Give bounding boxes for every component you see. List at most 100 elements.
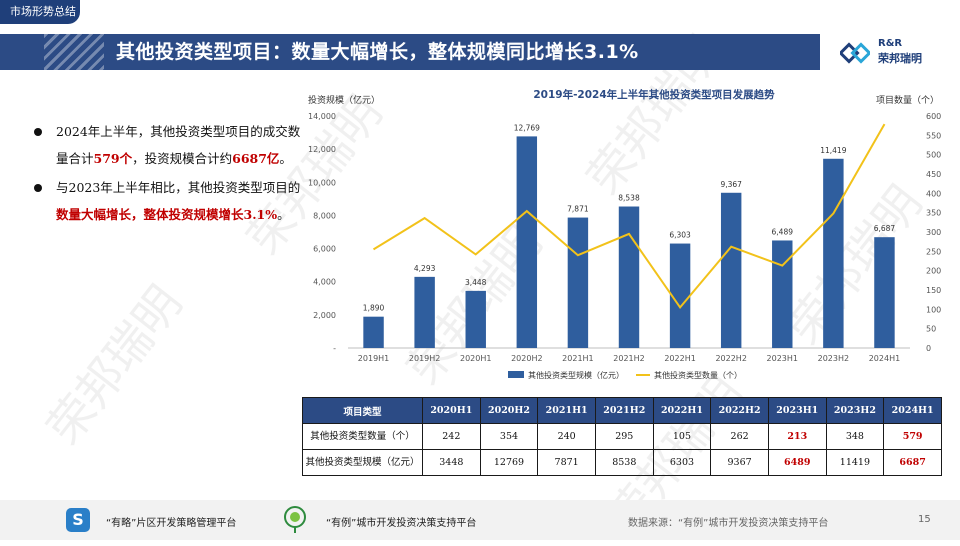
table-cell: 295: [594, 423, 654, 450]
bar-value-label: 11,419: [820, 146, 846, 155]
table-cell: 6687: [883, 449, 942, 476]
x-tick-label: 2022H2: [715, 354, 746, 363]
footer-bar: [0, 500, 960, 540]
table-cell: 105: [652, 423, 712, 450]
x-tick-label: 2020H1: [460, 354, 491, 363]
data-source: 数据来源：“有例”城市开发投资决策支持平台: [628, 518, 829, 529]
summary-bullets: 2024年上半年，其他投资类型项目的成交数量合计579个，投资规模合计约6687…: [34, 118, 304, 230]
table-column-header: 2024H1: [883, 397, 942, 424]
bar-value-label: 8,538: [618, 194, 640, 203]
y-axis-left-label: 投资规模（亿元）: [308, 94, 380, 106]
table-column-header: 2023H2: [825, 397, 885, 424]
watermark: 荣邦瑞明: [36, 275, 193, 454]
trend-chart: 2019年-2024年上半年其他投资类型项目发展趋势 投资规模（亿元） 项目数量（个…: [308, 88, 941, 380]
bullet-dot: [34, 184, 42, 192]
table-column-header: 2021H2: [594, 397, 654, 424]
x-tick-label: 2019H2: [409, 354, 440, 363]
y-tick-left: 6,000: [313, 245, 336, 254]
table-column-header: 2022H1: [652, 397, 712, 424]
title-bar: [0, 34, 820, 70]
bar: [772, 240, 793, 348]
x-tick-label: 2022H1: [664, 354, 695, 363]
x-tick-label: 2024H1: [869, 354, 900, 363]
y-tick-right: 350: [926, 209, 941, 218]
bar: [823, 158, 844, 348]
table-cell: 12769: [479, 449, 539, 476]
rr-logo-icon: [840, 42, 870, 64]
bar-value-label: 6,303: [669, 231, 691, 240]
y-tick-right: 200: [926, 267, 941, 276]
bullet-text: 。: [279, 151, 292, 166]
y-tick-left: 12,000: [308, 145, 336, 154]
logo-text-cn: 荣邦瑞明: [878, 52, 922, 65]
bar: [874, 237, 895, 348]
highlight-text: 数量大幅增长，整体投资规模增长3.1%: [56, 207, 278, 222]
y-tick-right: 50: [926, 325, 936, 334]
y-tick-right: 300: [926, 228, 941, 237]
bar-value-label: 9,367: [720, 180, 742, 189]
bar: [414, 276, 435, 348]
bullet-item: 2024年上半年，其他投资类型项目的成交数量合计579个，投资规模合计约6687…: [34, 118, 304, 172]
legend-line-label: 其他投资类型数量（个）: [654, 370, 742, 380]
x-tick-label: 2023H2: [818, 354, 849, 363]
y-axis-right-label: 项目数量（个）: [876, 94, 939, 106]
y-tick-left: 10,000: [308, 178, 336, 187]
table-cell: 3448: [422, 449, 481, 476]
table-column-header: 2020H1: [422, 397, 481, 424]
platform-youlue-label[interactable]: “有略”片区开发策略管理平台: [106, 518, 237, 529]
chart-title: 2019年-2024年上半年其他投资类型项目发展趋势: [533, 88, 775, 101]
table-header-label: 项目类型: [302, 397, 423, 424]
table-cell: 8538: [594, 449, 654, 476]
title-stripe-decoration: [44, 34, 104, 70]
y-tick-left: 2,000: [313, 311, 336, 320]
y-tick-right: 450: [926, 170, 941, 179]
youlue-s-icon[interactable]: S: [66, 508, 90, 532]
table-cell: 262: [710, 423, 769, 450]
platform-youli-label[interactable]: “有例”城市开发投资决策支持平台: [326, 518, 477, 529]
bar-value-label: 3,448: [465, 278, 487, 287]
table-row-label: 其他投资类型数量（个）: [302, 423, 423, 450]
bullet-text: 2024年上半年，其他投资类型项目的成交数量合计: [56, 124, 301, 166]
table-row: 其他投资类型数量（个） 242 354 240 295 105 262 213 348 579: [302, 423, 942, 450]
y-tick-right: 150: [926, 286, 941, 295]
legend-bar-label: 其他投资类型规模（亿元）: [528, 370, 624, 380]
y-tick-left: 4,000: [313, 278, 336, 287]
highlight-text: 6687亿: [232, 151, 280, 166]
bar-value-label: 7,871: [567, 205, 589, 214]
table-cell: 11419: [825, 449, 885, 476]
bar: [516, 136, 538, 348]
table-cell: 242: [422, 423, 481, 450]
y-tick-right: 400: [926, 189, 941, 198]
table-column-header: 2023H1: [767, 397, 827, 424]
y-tick-left: -: [333, 344, 336, 353]
y-tick-right: 500: [926, 151, 941, 160]
bar-value-label: 6,489: [772, 227, 794, 236]
bar: [465, 290, 486, 348]
bar-value-label: 4,293: [414, 264, 436, 273]
legend-bar-swatch: [508, 371, 524, 378]
bullet-text: 与2023年上半年相比，其他投资类型项目的: [56, 180, 301, 195]
bar-value-label: 12,769: [514, 123, 540, 132]
highlight-text: 579个: [93, 151, 133, 166]
table-cell: 7871: [537, 449, 596, 476]
x-tick-label: 2021H2: [613, 354, 644, 363]
table-column-header: 2022H2: [710, 397, 769, 424]
bar-value-label: 1,890: [363, 304, 385, 313]
table-cell: 6303: [652, 449, 712, 476]
youli-pin-icon[interactable]: [282, 506, 308, 534]
table-cell: 9367: [710, 449, 769, 476]
y-tick-right: 250: [926, 247, 941, 256]
bar: [720, 192, 742, 348]
brand-logo: R&R 荣邦瑞明: [840, 36, 950, 68]
table-cell: 579: [883, 423, 942, 450]
bar: [567, 217, 589, 348]
x-tick-label: 2023H1: [767, 354, 798, 363]
table-cell: 348: [825, 423, 885, 450]
bar-value-label: 6,687: [874, 224, 896, 233]
table-cell: 6489: [767, 449, 827, 476]
table-header-row: 项目类型 2020H1 2020H2 2021H1 2021H2 2022H1 2022H2…: [302, 397, 942, 424]
table-cell: 354: [479, 423, 539, 450]
data-table: 项目类型 2020H1 2020H2 2021H1 2021H2 2022H1 2022H2…: [302, 397, 942, 476]
y-tick-left: 14,000: [308, 112, 336, 121]
table-row: 其他投资类型规模（亿元） 3448 12769 7871 8538 6303 9367 648…: [302, 449, 942, 476]
